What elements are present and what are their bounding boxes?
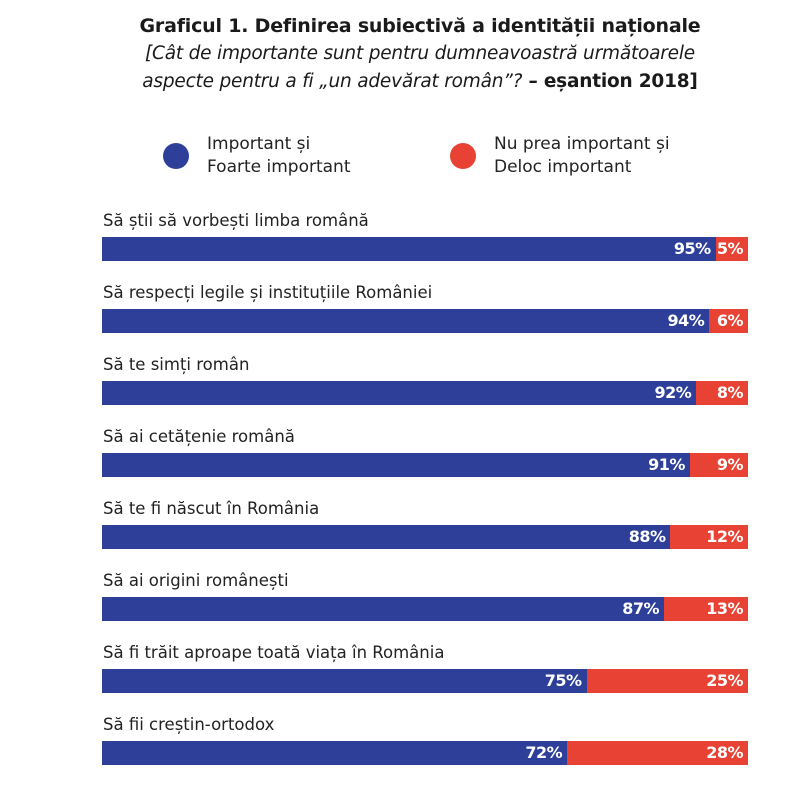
data-label-not-important: 6% xyxy=(716,311,744,330)
chart-subtitle-line1: [Cât de importante sunt pentru dumneavoa… xyxy=(40,40,800,68)
bar-segment-important xyxy=(102,381,697,405)
bar-row: 87% 13% xyxy=(102,597,748,621)
data-label-not-important: 12% xyxy=(706,527,743,546)
data-label-important: 91% xyxy=(648,455,685,474)
data-label-important: 92% xyxy=(654,383,692,402)
data-label-important: 94% xyxy=(667,311,705,330)
data-label-not-important: 28% xyxy=(706,743,743,762)
bar-segment-important xyxy=(102,453,690,477)
data-label-not-important: 5% xyxy=(716,239,744,258)
bar-segment-not-important xyxy=(715,237,748,261)
category-label: Să știi să vorbești limba română xyxy=(103,211,369,230)
legend-label-not-important: Nu prea important și Deloc important xyxy=(494,133,670,179)
data-label-not-important: 25% xyxy=(706,671,743,690)
bar-segment-important xyxy=(102,237,716,261)
data-label-not-important: 9% xyxy=(716,455,744,474)
bar-row: 95% 5% xyxy=(102,237,748,261)
bar-segment-important xyxy=(102,309,710,333)
bar-row: 88% 12% xyxy=(102,525,748,549)
legend-dot-important-icon xyxy=(163,143,189,169)
bar-row: 92% 8% xyxy=(102,381,748,405)
bar-segment-not-important xyxy=(709,309,748,333)
subtitle-line1-text: [Cât de importante sunt pentru dumneavoa… xyxy=(145,43,695,64)
bar-segment-not-important xyxy=(689,453,748,477)
bar-segment-not-important xyxy=(586,669,748,693)
bar-segment-important xyxy=(102,525,671,549)
category-label: Să ai cetățenie română xyxy=(103,427,295,446)
chart-title: Graficul 1. Definirea subiectivă a ident… xyxy=(139,15,701,37)
chart-subtitle-line2: aspecte pentru a fi „un adevărat român”?… xyxy=(40,68,800,96)
data-label-important: 87% xyxy=(622,599,660,618)
subtitle-line2-italic: aspecte pentru a fi „un adevărat român”? xyxy=(142,71,523,92)
bar-segment-not-important xyxy=(664,597,748,621)
category-label: Să te fi născut în România xyxy=(103,499,320,518)
bar-row: 91% 9% xyxy=(102,453,748,477)
data-label-important: 72% xyxy=(525,743,563,762)
data-label-important: 75% xyxy=(544,671,582,690)
bar-segment-not-important xyxy=(696,381,748,405)
data-label-not-important: 13% xyxy=(706,599,743,618)
legend-label-line2: Foarte important xyxy=(207,157,351,177)
bar-segment-important xyxy=(102,741,568,765)
bar-segment-important xyxy=(102,669,587,693)
data-label-not-important: 8% xyxy=(716,383,744,402)
category-label: Să ai origini românești xyxy=(103,571,289,590)
bar-segment-not-important xyxy=(670,525,748,549)
chart-title-block: Graficul 1. Definirea subiectivă a ident… xyxy=(0,12,800,96)
subtitle-line2-bold: – eșantion 2018] xyxy=(522,71,698,92)
bar-segment-important xyxy=(102,597,665,621)
bar-row: 94% 6% xyxy=(102,309,748,333)
legend-label-line1: Important și xyxy=(207,134,311,154)
bar-row: 75% 25% xyxy=(102,669,748,693)
bar-segment-not-important xyxy=(567,741,748,765)
bar-row: 72% 28% xyxy=(102,741,748,765)
legend-label-line1: Nu prea important și xyxy=(494,134,670,154)
legend-item-important: Important și Foarte important xyxy=(163,133,351,179)
legend-dot-not-important-icon xyxy=(450,143,476,169)
legend-label-line2: Deloc important xyxy=(494,157,632,177)
legend-label-important: Important și Foarte important xyxy=(207,133,351,179)
category-label: Să te simți român xyxy=(103,355,250,374)
category-label: Să respecți legile și instituțiile Român… xyxy=(103,283,433,302)
legend-item-not-important: Nu prea important și Deloc important xyxy=(450,133,670,179)
category-label: Să fii creștin-ortodox xyxy=(103,715,275,734)
data-label-important: 95% xyxy=(673,239,711,258)
data-label-important: 88% xyxy=(628,527,666,546)
category-label: Să fi trăit aproape toată viața în Român… xyxy=(103,643,445,662)
